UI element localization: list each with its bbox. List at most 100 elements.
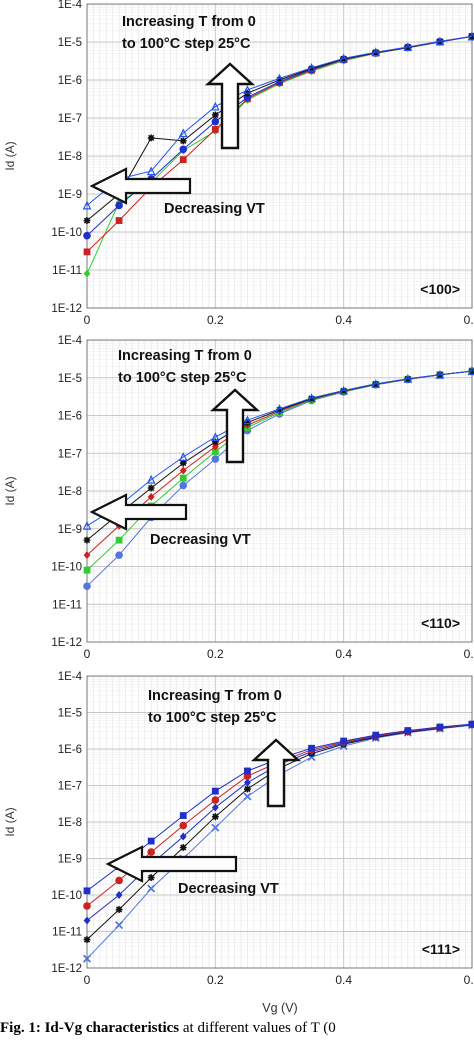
y-tick-label: 1E-4 (58, 671, 83, 683)
y-axis-label: Id (A) (3, 807, 17, 836)
data-point-t50 (211, 117, 220, 126)
annotation-temp-line2: to 100°C step 25°C (122, 36, 251, 52)
y-tick-label: 1E-12 (51, 303, 82, 315)
y-axis-label: Id (A) (3, 476, 17, 505)
annotation-temp-line2: to 100°C step 25°C (118, 370, 247, 386)
data-point-t25 (147, 848, 155, 856)
data-point-t75 (179, 459, 187, 467)
data-point-t0 (83, 269, 91, 278)
data-point-t75 (147, 484, 155, 492)
data-point-t100 (243, 792, 252, 801)
plot-frame (86, 675, 473, 969)
data-point-t100 (178, 128, 188, 138)
data-point-t50 (147, 492, 155, 501)
data-point-t75 (147, 874, 155, 881)
y-axis-label: Id (A) (3, 141, 17, 170)
data-point-t75 (211, 813, 219, 821)
x-tick-label: 0 (84, 973, 91, 987)
y-tick-label: 1E-5 (58, 37, 82, 49)
x-tick-label: 0.4 (335, 313, 352, 327)
data-point-t50 (179, 145, 188, 154)
data-point-t100 (371, 47, 381, 57)
data-point-t75 (115, 906, 123, 913)
data-point-t100 (435, 370, 445, 379)
data-point-t100 (243, 415, 252, 425)
y-tick-label: 1E-4 (58, 335, 83, 347)
data-point-t50 (179, 832, 187, 841)
y-tick-label: 1E-10 (51, 562, 82, 574)
data-point-t75 (179, 137, 187, 145)
x-tick-label: 0.4 (335, 973, 352, 987)
caption-rest: at different values of T (0 (179, 1020, 336, 1036)
up-arrow-icon (250, 738, 302, 808)
y-tick-label: 1E-10 (51, 890, 82, 902)
plot-frame (86, 339, 473, 643)
data-point-t25 (83, 566, 91, 574)
data-point-t100 (339, 385, 349, 395)
data-point-t100 (82, 521, 92, 530)
annotation-vt: Decreasing VT (178, 881, 279, 897)
data-point-t25 (211, 796, 220, 804)
chart-panel-1: 1E-12 1E-11 1E-10 1E-9 1E-8 1E-7 1E-6 1E-5 1E-4 0… (3, 0, 474, 327)
data-point-t100 (211, 823, 220, 832)
data-point-t75 (276, 406, 283, 414)
data-point-t75 (211, 111, 219, 119)
y-tick-label: 1E-6 (58, 411, 82, 423)
data-point-t100 (307, 63, 316, 72)
data-point-t0 (179, 481, 188, 490)
data-point-t0 (404, 727, 412, 734)
x-tick-label: 0 (84, 313, 91, 327)
y-tick-label: 1E-11 (52, 599, 82, 611)
annotation-temp-line2: to 100°C step 25°C (148, 710, 277, 726)
data-point-t0 (179, 812, 187, 819)
y-tick-label: 1E-8 (58, 151, 82, 163)
data-point-t100 (82, 954, 92, 963)
data-point-t0 (468, 720, 474, 728)
x-tick-label: 0.6 (464, 647, 474, 661)
data-point-t75 (244, 419, 251, 426)
data-point-t75 (179, 844, 187, 851)
data-point-t100 (371, 379, 381, 388)
up-arrow-icon (209, 388, 261, 464)
data-point-t25 (179, 474, 187, 482)
data-point-t50 (211, 803, 219, 812)
y-tick-label: 1E-8 (58, 817, 82, 829)
y-tick-label: 1E-6 (58, 75, 82, 87)
data-point-t100 (339, 53, 349, 63)
x-tick-label: 0.4 (335, 647, 352, 661)
y-tick-label: 1E-9 (58, 854, 82, 866)
data-point-t25 (211, 126, 219, 133)
y-tick-label: 1E-6 (58, 744, 82, 756)
left-arrow-icon (105, 845, 238, 883)
data-point-t100 (82, 200, 92, 210)
data-point-t100 (307, 393, 316, 403)
data-point-t50 (83, 551, 91, 560)
annotation-temp-line1: Increasing T from 0 (148, 688, 282, 704)
data-point-t0 (308, 744, 315, 752)
x-tick-label: 0.2 (207, 973, 224, 987)
data-point-t25 (211, 448, 219, 456)
y-tick-label: 1E-7 (58, 113, 82, 125)
y-tick-label: 1E-4 (58, 0, 83, 11)
figure-caption: Fig. 1: Id-Vg characteristics at differe… (0, 1020, 474, 1040)
left-arrow-icon (89, 493, 188, 531)
data-point-t25 (115, 536, 123, 544)
data-point-t25 (83, 902, 91, 910)
data-point-t100 (147, 884, 156, 893)
y-tick-label: 1E-7 (58, 448, 82, 460)
data-point-t100 (210, 101, 220, 111)
data-point-t100 (115, 921, 124, 930)
data-point-t100 (243, 85, 252, 94)
data-point-t100 (146, 166, 156, 176)
data-point-t25 (115, 217, 123, 224)
data-point-t100 (403, 42, 413, 51)
data-point-t75 (244, 785, 251, 793)
data-point-t100 (275, 73, 284, 83)
data-point-t50 (83, 231, 91, 240)
data-point-t100 (403, 374, 413, 383)
series-line-t100 (86, 370, 473, 527)
y-tick-label: 1E-11 (52, 265, 82, 277)
y-tick-label: 1E-10 (51, 227, 82, 239)
x-tick-label: 0.2 (207, 313, 224, 327)
data-point-t75 (308, 65, 315, 72)
